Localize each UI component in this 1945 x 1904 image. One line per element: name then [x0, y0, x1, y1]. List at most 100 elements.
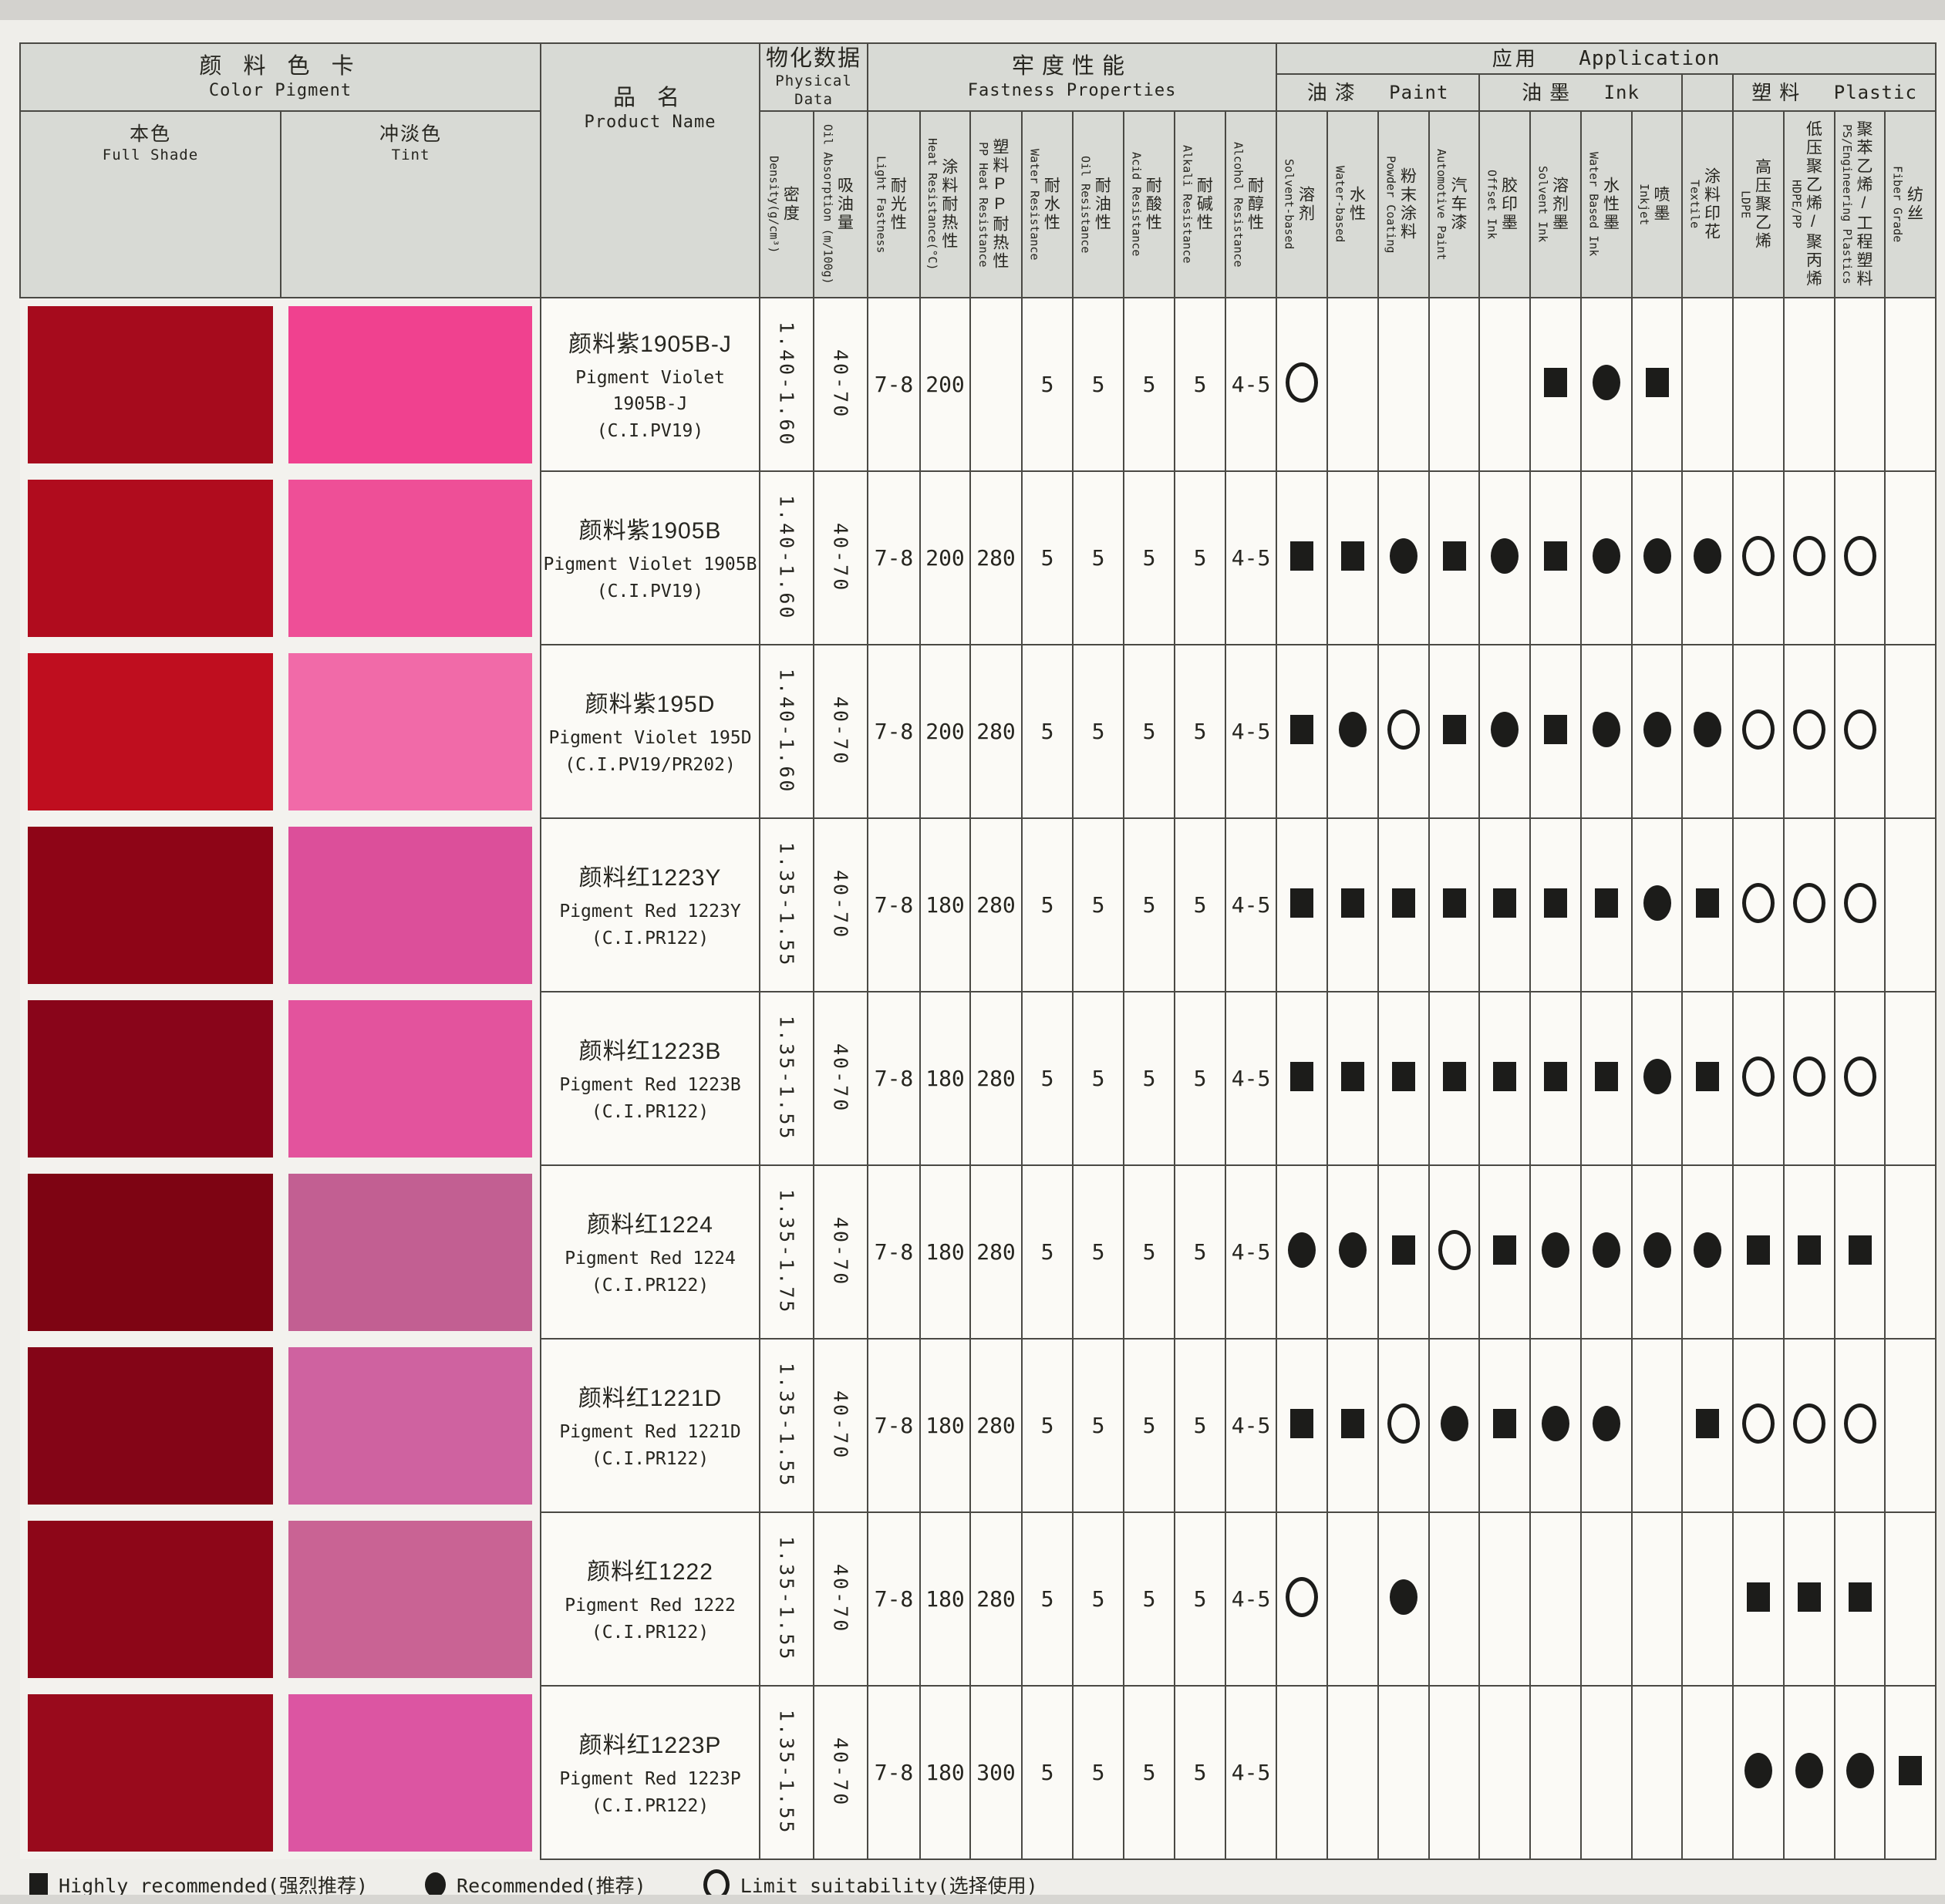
table-row: 颜料红1223P Pigment Red 1223P (C.I.PR122) 1… [20, 1685, 1937, 1860]
heat-resistance-cell: 200 [919, 644, 972, 819]
table-row: 颜料红1223Y Pigment Red 1223Y (C.I.PR122) 1… [20, 817, 1937, 992]
col-header-plastic-fiber: 纺丝 Fiber Grade [1884, 110, 1937, 298]
table-row: 颜料红1222 Pigment Red 1222 (C.I.PR122) 1.3… [20, 1511, 1937, 1687]
app-cell-ink-inkjet [1631, 991, 1684, 1166]
app-cell-ink-inkjet [1631, 470, 1684, 645]
app-cell-ink-offset [1478, 297, 1532, 472]
app-cell-plastic-hdpe-pp [1783, 297, 1836, 472]
col-header-zh: 耐水性 [1042, 177, 1060, 232]
light-fastness-cell: 7-8 [867, 1164, 922, 1340]
pp-heat-resistance-cell: 280 [969, 817, 1023, 992]
app-cell-plastic-ps-eng [1834, 470, 1886, 645]
full-shade-swatch-cell [20, 471, 281, 645]
recommended-symbol [1542, 1232, 1570, 1268]
vertical-header-row: 本色 Full Shade 冲淡色 Tint 密度 Density(g/cm³) 吸… [19, 110, 1937, 298]
density-cell: 1.35-1.55 [759, 1685, 815, 1860]
col-header-zh: 喷墨 [1651, 186, 1670, 223]
density-cell: 1.35-1.55 [759, 991, 815, 1166]
app-cell-plastic-ldpe [1732, 817, 1785, 992]
alkali-resistance-cell: 5 [1174, 297, 1227, 472]
recommended-symbol [1593, 1406, 1621, 1441]
app-cell-plastic-ps-eng [1834, 1164, 1886, 1340]
app-cell-paint-powder [1377, 991, 1431, 1166]
tint-swatch [288, 1520, 533, 1678]
app-cell-paint-water [1326, 817, 1380, 992]
limit-suitability-symbol [1387, 709, 1421, 750]
app-cell-paint-powder [1377, 644, 1431, 819]
plastic-group-header: 塑料 Plastic [1732, 73, 1937, 112]
tint-swatch-cell [281, 645, 541, 818]
app-cell-plastic-ps-eng [1834, 644, 1886, 819]
product-name-zh: 颜料红1223B [578, 1039, 722, 1064]
alcohol-resistance-cell: 4-5 [1225, 297, 1278, 472]
alkali-resistance-cell: 5 [1174, 470, 1227, 645]
tint-swatch [288, 306, 533, 463]
highly-recommended-symbol [1544, 715, 1568, 744]
full-shade-swatch [28, 826, 273, 984]
legend-label: Limit suitability(选择使用) [740, 1875, 1038, 1897]
app-cell-plastic-fiber [1884, 297, 1937, 472]
tint-swatch [288, 652, 533, 810]
app-cell-ink-inkjet [1631, 817, 1684, 992]
app-cell-plastic-ldpe [1732, 644, 1785, 819]
tint-swatch [288, 1346, 533, 1505]
app-cell-plastic-hdpe-pp [1783, 1164, 1836, 1340]
app-cell-ink-offset [1478, 1338, 1532, 1513]
app-cell-paint-water [1326, 1511, 1380, 1687]
col-header-en: Solvent Ink [1535, 166, 1550, 243]
app-cell-ink-offset [1478, 1511, 1532, 1687]
alkali-resistance-cell: 5 [1174, 1685, 1227, 1860]
oil-absorption-cell: 40-70 [813, 470, 869, 645]
heat-resistance-cell: 180 [919, 1338, 972, 1513]
highly-recommended-symbol [1442, 1062, 1466, 1091]
col-header-zh: 粉末涂料 [1398, 167, 1417, 241]
full-shade-swatch [28, 306, 273, 463]
pp-heat-resistance-cell: 300 [969, 1685, 1023, 1860]
app-cell-plastic-hdpe-pp [1783, 1511, 1836, 1687]
product-name-zh: 颜料红1221D [578, 1386, 723, 1411]
tint-swatch [288, 1173, 533, 1331]
full-shade-swatch [28, 1693, 273, 1852]
app-cell-paint-powder [1377, 1685, 1431, 1860]
app-cell-plastic-ldpe [1732, 297, 1785, 472]
product-name-en: Pigment Red 1223P [559, 1769, 741, 1789]
density-cell: 1.40-1.60 [759, 644, 815, 819]
recommended-symbol [1339, 1232, 1367, 1268]
app-cell-ink-water [1580, 1164, 1633, 1340]
table-header: 颜 料 色 卡 Color Pigment 品 名 Product Name 物… [19, 42, 1937, 298]
app-cell-plastic-hdpe-pp [1783, 644, 1836, 819]
alkali-resistance-cell: 5 [1174, 1511, 1227, 1687]
tint-swatch-cell [281, 471, 541, 645]
highly-recommended-symbol [1493, 888, 1517, 918]
alcohol-resistance-cell: 4-5 [1225, 1685, 1278, 1860]
col-header-zh: 聚苯乙烯/工程塑料 [1854, 120, 1873, 288]
col-header-en: Solvent-based [1282, 159, 1296, 250]
tint-swatch [288, 826, 533, 984]
limit-suitability-symbol [1793, 536, 1826, 576]
pp-heat-resistance-cell: 280 [969, 644, 1023, 819]
alcohol-resistance-cell: 4-5 [1225, 470, 1278, 645]
full-shade-swatch [28, 999, 273, 1158]
app-cell-ink-inkjet [1631, 297, 1684, 472]
product-name-zh: 颜料紫1905B-J [568, 331, 732, 357]
app-cell-paint-automotive [1428, 1685, 1481, 1860]
limit-suitability-symbol [1843, 1056, 1876, 1097]
app-cell-ink-offset [1478, 1164, 1532, 1340]
full-shade-swatch [28, 1520, 273, 1678]
product-name-cell: 颜料红1223Y Pigment Red 1223Y (C.I.PR122) [540, 817, 761, 992]
app-cell-paint-automotive [1428, 991, 1481, 1166]
col-header-en: Oil Resistance [1078, 155, 1093, 254]
app-cell-plastic-ldpe [1732, 1338, 1785, 1513]
app-cell-paint-water [1326, 297, 1380, 472]
header-group-row: 颜 料 色 卡 Color Pigment 品 名 Product Name 物… [19, 42, 1937, 298]
col-header-zh: 耐光性 [888, 177, 907, 232]
oil-absorption-cell: 40-70 [813, 991, 869, 1166]
limit-suitability-symbol [1843, 709, 1876, 750]
tint-header: 冲淡色 Tint [279, 110, 542, 298]
color-pigment-title-zh: 颜 料 色 卡 [199, 54, 362, 79]
product-name-zh: 颜料红1224 [587, 1212, 713, 1238]
oil-absorption-cell: 40-70 [813, 644, 869, 819]
recommended-symbol [1795, 1753, 1824, 1788]
table-row: 颜料红1221D Pigment Red 1221D (C.I.PR122) 1… [20, 1338, 1937, 1513]
app-cell-textile [1681, 297, 1734, 472]
